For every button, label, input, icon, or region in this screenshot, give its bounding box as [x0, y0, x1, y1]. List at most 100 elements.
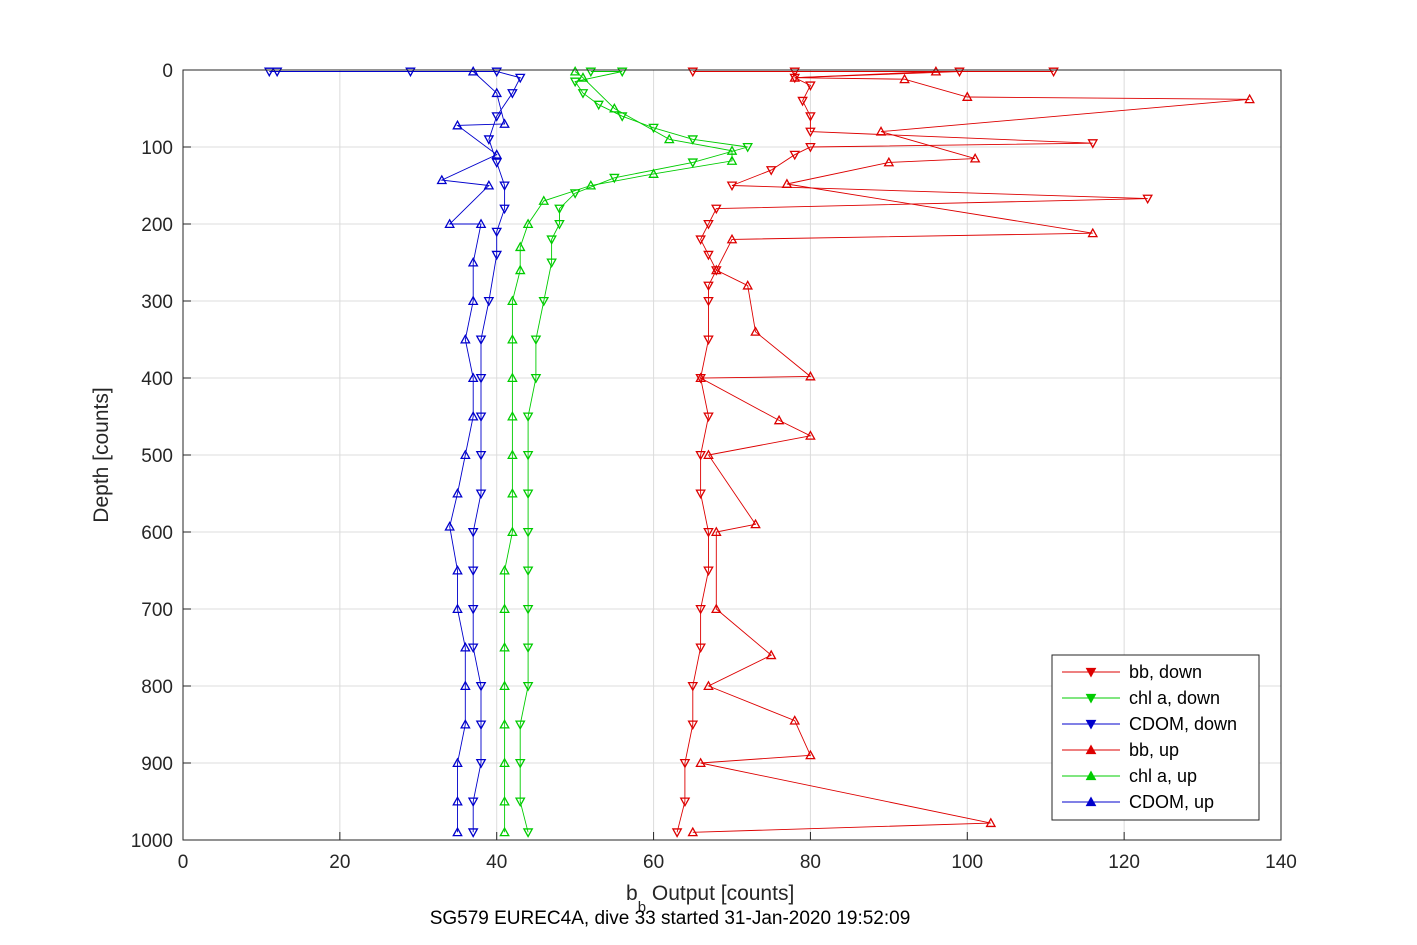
legend-item: CDOM, down	[1062, 714, 1237, 734]
data-point	[805, 749, 816, 760]
data-point	[491, 227, 503, 238]
legend-item: CDOM, up	[1062, 792, 1214, 812]
data-point	[750, 518, 761, 529]
data-point	[569, 77, 581, 88]
x-tick-label: 80	[800, 852, 821, 873]
data-point	[538, 195, 550, 205]
data-point	[499, 757, 510, 768]
data-point	[695, 757, 706, 768]
data-point	[452, 119, 463, 130]
data-point	[467, 797, 479, 808]
x-tick-label: 60	[643, 852, 664, 873]
data-point	[679, 758, 691, 769]
data-point	[609, 102, 620, 113]
data-point	[499, 564, 510, 575]
data-point	[789, 67, 801, 78]
data-point	[507, 372, 518, 383]
data-point	[475, 681, 487, 692]
data-point	[263, 67, 275, 78]
data-point	[1142, 194, 1153, 205]
data-point	[703, 296, 714, 307]
data-point	[711, 204, 722, 215]
legend-item: chl a, down	[1062, 688, 1220, 708]
data-point	[475, 218, 487, 229]
data-point	[687, 826, 699, 837]
data-point	[499, 641, 510, 652]
data-point	[467, 604, 479, 615]
series-1	[514, 67, 753, 838]
series-line	[692, 71, 1250, 833]
x-axis-label-b: b	[626, 882, 638, 905]
x-tick-label: 0	[178, 852, 189, 873]
legend-item: chl a, up	[1062, 766, 1197, 786]
data-point	[460, 449, 471, 460]
data-point	[507, 295, 518, 306]
data-point	[703, 412, 714, 423]
data-point	[930, 66, 942, 76]
data-point	[726, 145, 738, 155]
data-point	[577, 89, 589, 99]
data-point	[695, 643, 706, 654]
data-point	[961, 91, 973, 101]
data-point	[475, 412, 487, 423]
series-2	[263, 67, 526, 838]
data-point	[507, 410, 518, 421]
data-point	[726, 233, 738, 244]
data-point	[1244, 93, 1255, 104]
y-tick-label: 100	[141, 138, 173, 159]
data-point	[687, 681, 699, 692]
data-point	[522, 527, 534, 538]
legend-label: chl a, up	[1129, 766, 1197, 786]
data-point	[499, 204, 510, 215]
data-point	[797, 96, 808, 107]
data-point	[514, 720, 526, 731]
legend: bb, down chl a, down CDOM, down bb, up chl a…	[1051, 654, 1260, 821]
data-point	[507, 487, 518, 498]
data-point	[483, 135, 495, 145]
data-point	[499, 680, 510, 691]
data-point	[695, 489, 706, 500]
data-point	[616, 67, 628, 78]
series-line	[676, 71, 1148, 833]
data-point	[467, 256, 479, 267]
y-tick-label: 800	[141, 677, 173, 698]
data-point	[695, 450, 706, 461]
data-point	[475, 758, 487, 769]
legend-label: CDOM, down	[1129, 714, 1237, 734]
data-point	[460, 641, 471, 652]
series-line	[440, 71, 506, 833]
data-point	[679, 797, 691, 808]
data-point	[483, 296, 495, 307]
data-point	[405, 67, 416, 78]
data-point	[687, 158, 699, 168]
data-point	[687, 720, 699, 731]
data-point	[703, 680, 714, 691]
data-point	[538, 296, 550, 307]
y-tick-label: 900	[141, 754, 173, 775]
legend-swatch-marker	[1085, 719, 1097, 730]
data-point	[765, 166, 777, 176]
data-point	[467, 828, 479, 838]
data-point	[522, 643, 534, 654]
data-point	[805, 142, 816, 153]
x-axis-label-subscript: b	[638, 899, 646, 916]
data-point	[499, 603, 510, 614]
data-point	[899, 73, 910, 84]
data-point	[726, 155, 738, 165]
data-point	[663, 133, 675, 144]
data-point	[491, 112, 503, 122]
data-point	[499, 795, 510, 806]
data-point	[436, 174, 448, 185]
data-point	[703, 449, 714, 460]
data-point	[805, 81, 816, 91]
data-point	[554, 219, 565, 230]
data-point	[648, 168, 659, 178]
data-point	[789, 72, 801, 82]
data-point	[522, 566, 534, 577]
data-point	[789, 715, 801, 725]
data-point	[522, 489, 534, 500]
data-point	[452, 564, 463, 575]
data-point	[475, 335, 487, 346]
data-point	[781, 178, 793, 188]
data-point	[467, 527, 479, 538]
